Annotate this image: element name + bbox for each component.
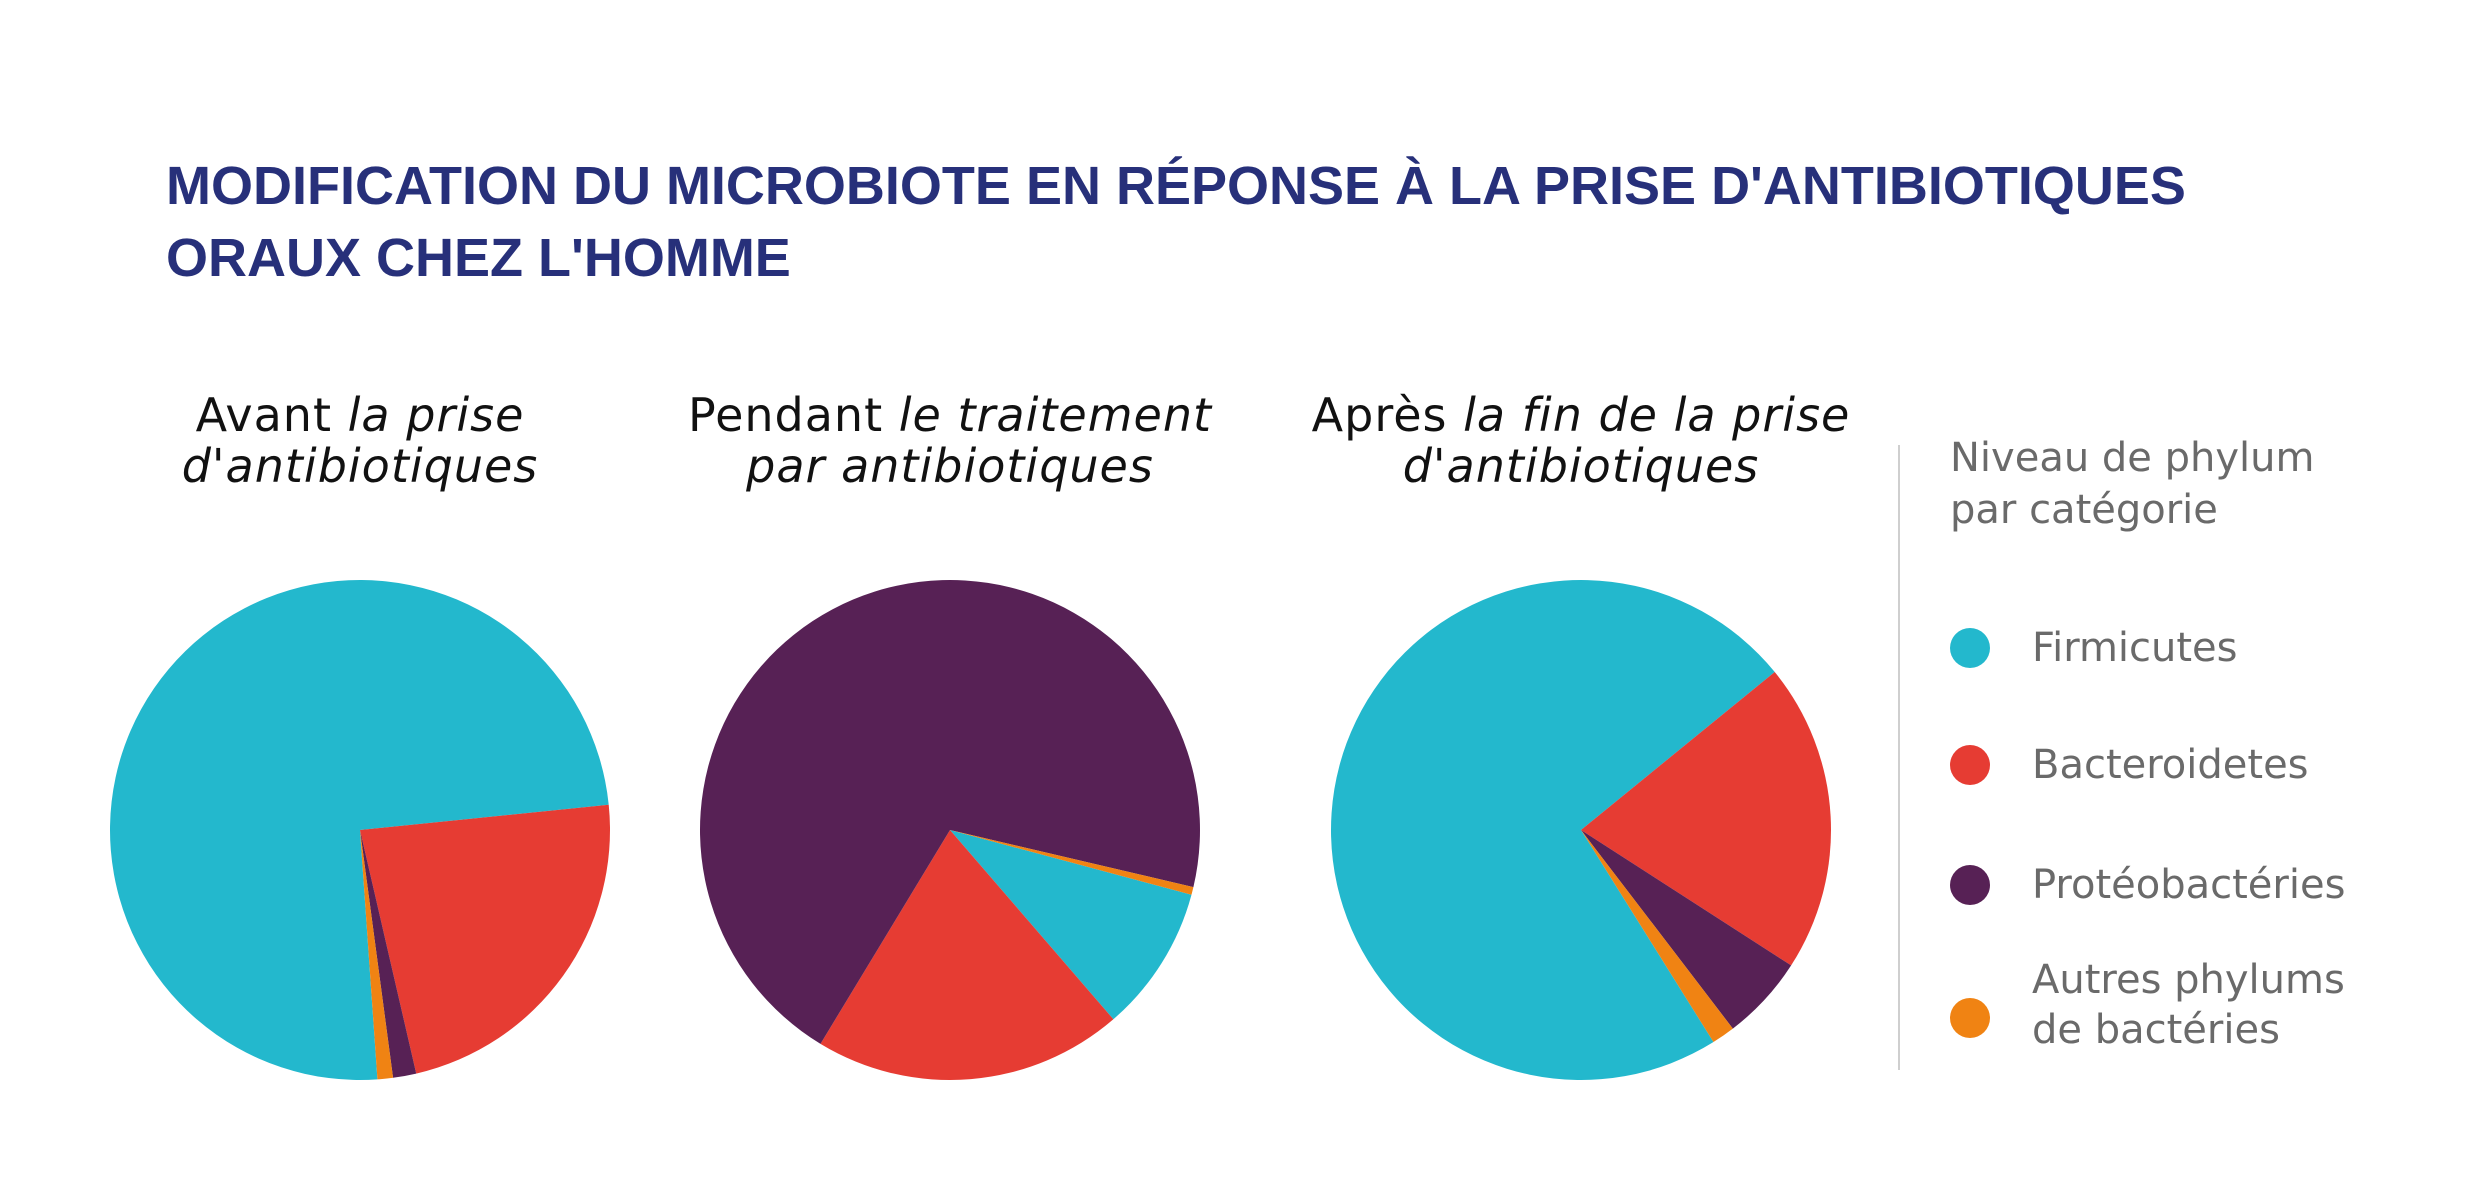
pie-pendant-slice-autres bbox=[950, 830, 1194, 895]
pie-pendant-slice-proteobacteries bbox=[699, 579, 1200, 1044]
legend-divider bbox=[1898, 445, 1900, 1070]
pie-pendant-slice-bacteroidetes bbox=[820, 830, 1114, 1081]
legend-item-firmicutes: Firmicutes bbox=[1950, 598, 2470, 698]
legend-label-proteobacteries: Protéobactéries bbox=[2032, 862, 2346, 908]
legend-swatch-autres bbox=[1950, 998, 1990, 1038]
pie-title-pendant-italic: le traitement bbox=[898, 388, 1213, 442]
legend-swatch-proteobacteries bbox=[1950, 865, 1990, 905]
pie-title-apres-line-2: d'antibiotiques bbox=[1402, 439, 1760, 493]
pie-apres-slice-proteobacteries bbox=[1581, 830, 1792, 1029]
legend-title: Niveau de phylum par catégorie bbox=[1950, 432, 2430, 536]
pie-title-apres: Après la fin de la prise d'antibiotiques bbox=[1271, 390, 1891, 492]
pie-title-pendant-normal: Pendant bbox=[687, 388, 884, 442]
chart-title-line-2: ORAUX CHEZ L'HOMME bbox=[166, 228, 791, 288]
chart-title-line-1: MODIFICATION DU MICROBIOTE EN RÉPONSE À … bbox=[166, 156, 2186, 216]
pie-apres-slice-autres bbox=[1581, 830, 1733, 1043]
legend-label-autres: Autres phylums de bactéries bbox=[2032, 957, 2345, 1053]
pie-pendant bbox=[699, 579, 1200, 1081]
pie-title-avant-line-2: d'antibiotiques bbox=[181, 439, 539, 493]
legend-label-bacteroidetes: Bacteroidetes bbox=[2032, 742, 2309, 788]
legend-swatch-firmicutes bbox=[1950, 628, 1990, 668]
legend-title-line-2: par catégorie bbox=[1950, 487, 2218, 533]
pie-avant bbox=[109, 579, 610, 1080]
pie-title-avant-normal: Avant bbox=[195, 388, 332, 442]
pie-title-apres-normal: Après bbox=[1311, 388, 1448, 442]
pie-title-apres-italic: la fin de la prise bbox=[1463, 388, 1851, 442]
pie-avant-slice-firmicutes bbox=[109, 579, 609, 1080]
chart-title: MODIFICATION DU MICROBIOTE EN RÉPONSE À … bbox=[166, 150, 2366, 294]
pie-apres bbox=[1331, 579, 1832, 1080]
pie-title-pendant: Pendant le traitement par antibiotiques bbox=[640, 390, 1260, 492]
legend-label-firmicutes: Firmicutes bbox=[2032, 625, 2238, 671]
pie-apres-slice-bacteroidetes bbox=[1581, 671, 1832, 966]
pie-title-avant: Avant la prise d'antibiotiques bbox=[50, 390, 670, 492]
legend-item-proteobacteries: Protéobactéries bbox=[1950, 835, 2470, 935]
pie-title-pendant-line-2: par antibiotiques bbox=[746, 439, 1154, 493]
legend-swatch-bacteroidetes bbox=[1950, 745, 1990, 785]
pie-avant-slice-autres bbox=[360, 830, 394, 1080]
legend-item-bacteroidetes: Bacteroidetes bbox=[1950, 715, 2470, 815]
legend-item-autres: Autres phylums de bactéries bbox=[1950, 955, 2470, 1055]
pie-avant-slice-proteobacteries bbox=[360, 830, 417, 1078]
pie-apres-slice-firmicutes bbox=[1331, 579, 1775, 1080]
pie-pendant-slice-firmicutes bbox=[950, 830, 1192, 1020]
legend-title-line-1: Niveau de phylum bbox=[1950, 435, 2315, 481]
pie-title-avant-italic: la prise bbox=[347, 388, 525, 442]
pie-avant-slice-bacteroidetes bbox=[360, 804, 610, 1074]
